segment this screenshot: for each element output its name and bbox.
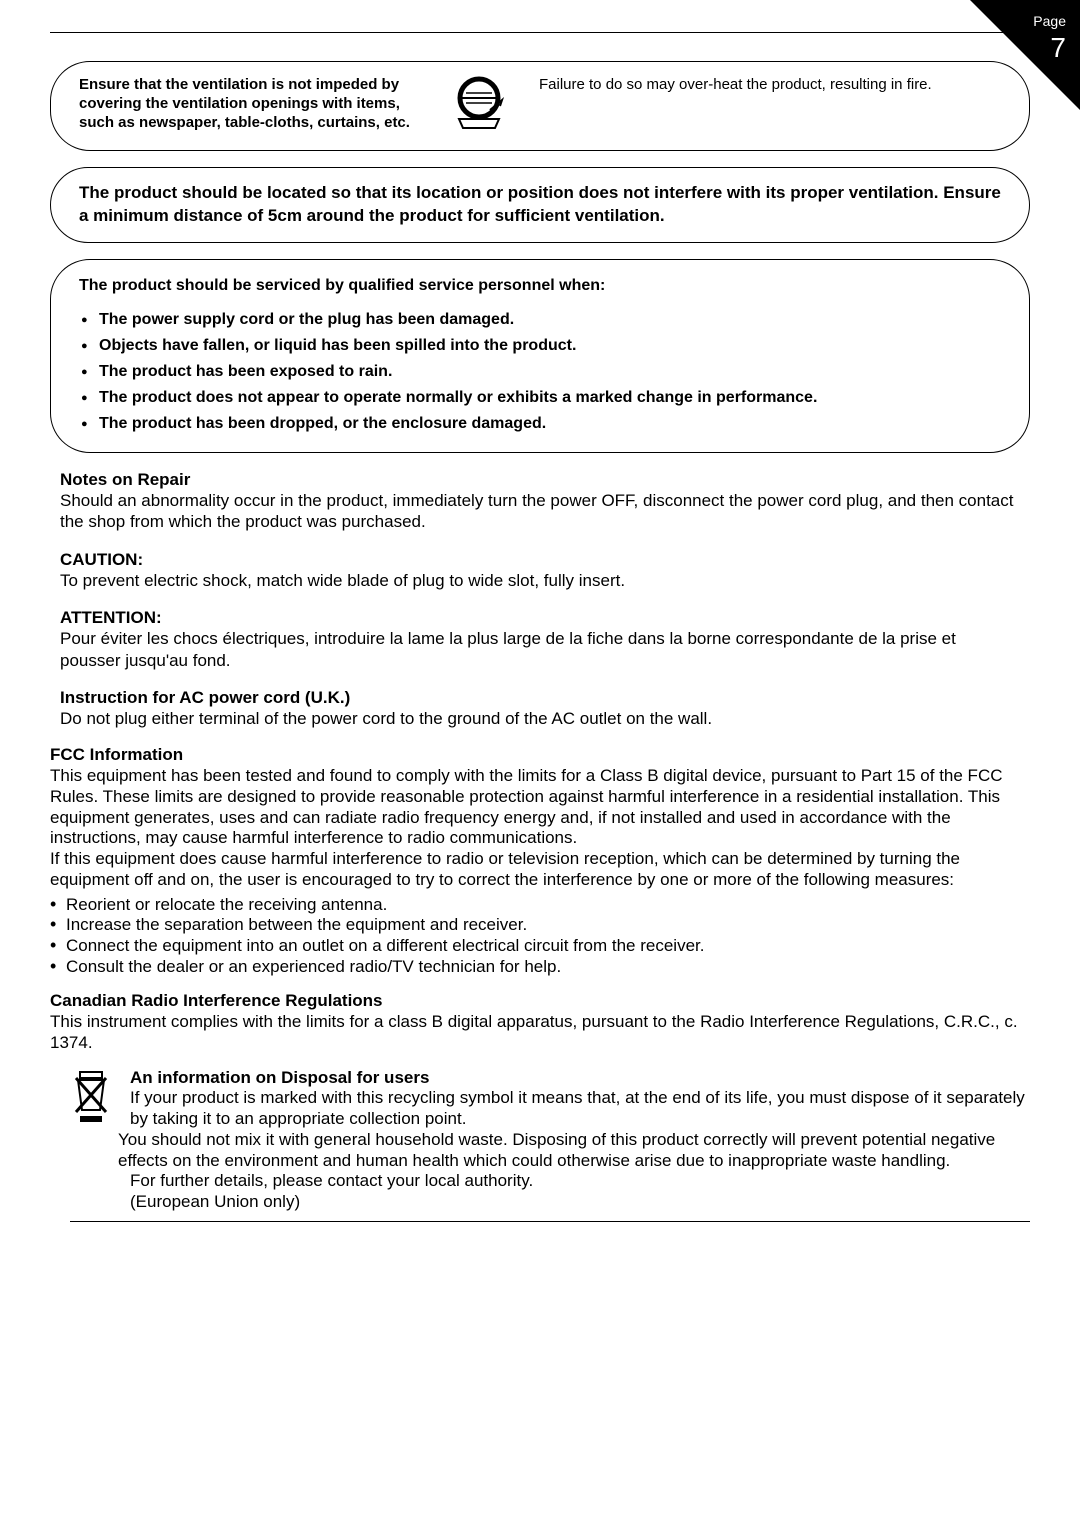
disposal-text: An information on Disposal for users If … bbox=[130, 1068, 1030, 1213]
canadian-body: This instrument complies with the limits… bbox=[50, 1012, 1030, 1053]
weee-icon bbox=[70, 1068, 116, 1213]
notes-on-repair: Notes on Repair Should an abnormality oc… bbox=[50, 469, 1030, 533]
fcc-measure: Reorient or relocate the receiving anten… bbox=[50, 895, 1030, 916]
fcc-measure: Connect the equipment into an outlet on … bbox=[50, 936, 1030, 957]
ac-cord-section: Instruction for AC power cord (U.K.) Do … bbox=[50, 687, 1030, 730]
service-heading: The product should be serviced by qualif… bbox=[79, 274, 1001, 298]
fcc-heading: FCC Information bbox=[50, 745, 1030, 766]
fcc-section: FCC Information This equipment has been … bbox=[50, 745, 1030, 977]
ac-cord-heading: Instruction for AC power cord (U.K.) bbox=[60, 687, 1020, 708]
attention-section: ATTENTION: Pour éviter les chocs électri… bbox=[50, 607, 1030, 671]
caution-body: To prevent electric shock, match wide bl… bbox=[60, 570, 1020, 591]
service-list: The power supply cord or the plug has be… bbox=[79, 308, 1001, 436]
position-ventilation-box: The product should be located so that it… bbox=[50, 167, 1030, 243]
ac-cord-body: Do not plug either terminal of the power… bbox=[60, 708, 1020, 729]
position-text: The product should be located so that it… bbox=[79, 183, 1001, 225]
notes-repair-body: Should an abnormality occur in the produ… bbox=[60, 490, 1020, 533]
attention-heading: ATTENTION: bbox=[60, 607, 1020, 628]
service-item: The product does not appear to operate n… bbox=[81, 386, 1001, 410]
service-item: The power supply cord or the plug has be… bbox=[81, 308, 1001, 332]
fcc-measures-list: Reorient or relocate the receiving anten… bbox=[50, 895, 1030, 978]
caution-section: CAUTION: To prevent electric shock, matc… bbox=[50, 549, 1030, 592]
disposal-line-2: You should not mix it with general house… bbox=[118, 1130, 1030, 1171]
notes-repair-heading: Notes on Repair bbox=[60, 469, 1020, 490]
page-number: 7 bbox=[1033, 30, 1066, 66]
ventilation-warning-box: Ensure that the ventilation is not imped… bbox=[50, 61, 1030, 151]
service-item: Objects have fallen, or liquid has been … bbox=[81, 334, 1001, 358]
caution-heading: CAUTION: bbox=[60, 549, 1020, 570]
tv-icon bbox=[439, 76, 519, 136]
disposal-heading: An information on Disposal for users bbox=[130, 1068, 1030, 1089]
fcc-measure: Increase the separation between the equi… bbox=[50, 915, 1030, 936]
service-conditions-box: The product should be serviced by qualif… bbox=[50, 259, 1030, 453]
page-number-label: Page 7 bbox=[1033, 12, 1066, 67]
disposal-line-4: (European Union only) bbox=[130, 1192, 1030, 1213]
attention-body: Pour éviter les chocs électriques, intro… bbox=[60, 628, 1020, 671]
disposal-line-3: For further details, please contact your… bbox=[130, 1171, 1030, 1192]
fcc-paragraph-1: This equipment has been tested and found… bbox=[50, 766, 1030, 849]
fcc-measure: Consult the dealer or an experienced rad… bbox=[50, 957, 1030, 978]
top-rule bbox=[50, 32, 1030, 33]
ventilation-consequence: Failure to do so may over-heat the produ… bbox=[539, 76, 1001, 95]
service-item: The product has been dropped, or the enc… bbox=[81, 412, 1001, 436]
disposal-section: An information on Disposal for users If … bbox=[70, 1068, 1030, 1222]
ventilation-instruction: Ensure that the ventilation is not imped… bbox=[79, 76, 419, 132]
canadian-section: Canadian Radio Interference Regulations … bbox=[50, 991, 1030, 1053]
fcc-paragraph-2: If this equipment does cause harmful int… bbox=[50, 849, 1030, 890]
page-label: Page bbox=[1033, 13, 1066, 29]
disposal-line-1: If your product is marked with this recy… bbox=[130, 1088, 1030, 1129]
canadian-heading: Canadian Radio Interference Regulations bbox=[50, 991, 1030, 1012]
service-item: The product has been exposed to rain. bbox=[81, 360, 1001, 384]
